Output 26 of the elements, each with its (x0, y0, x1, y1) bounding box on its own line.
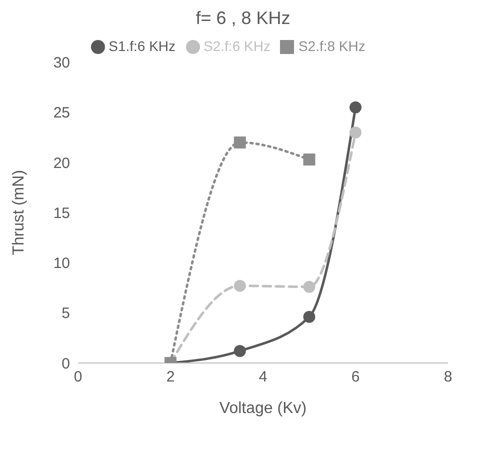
y-tick-label: 30 (53, 54, 70, 72)
legend-label: S2.f:6 KHz (204, 38, 270, 54)
point (303, 280, 316, 293)
y-tick-label: 10 (53, 255, 70, 272)
point (234, 136, 246, 148)
x-tick-label: 4 (258, 368, 268, 386)
x-tick-label: 8 (444, 368, 452, 386)
point (350, 101, 362, 114)
legend-label: S1.f:6 KHz (108, 38, 176, 54)
point (234, 344, 246, 357)
x-tick-label: 2 (166, 368, 175, 386)
point (234, 280, 246, 292)
y-tick-label: 20 (53, 154, 70, 172)
point (350, 126, 362, 138)
point (303, 154, 316, 166)
y-axis-title: Thrust (mN) (10, 170, 28, 256)
y-tick-label: 5 (62, 305, 70, 322)
y-tick-label: 15 (53, 204, 70, 222)
chart-title: f= 6 , 8 KHz (194, 8, 292, 29)
x-tick-label: 0 (74, 368, 82, 386)
x-axis-title: Voltage (Kv) (219, 400, 307, 417)
point (303, 310, 316, 323)
x-tick-label: 6 (351, 368, 360, 386)
legend-label: S2.f:8 KHz (298, 38, 366, 54)
y-tick-label: 0 (62, 355, 70, 372)
y-tick-label: 25 (53, 104, 70, 122)
